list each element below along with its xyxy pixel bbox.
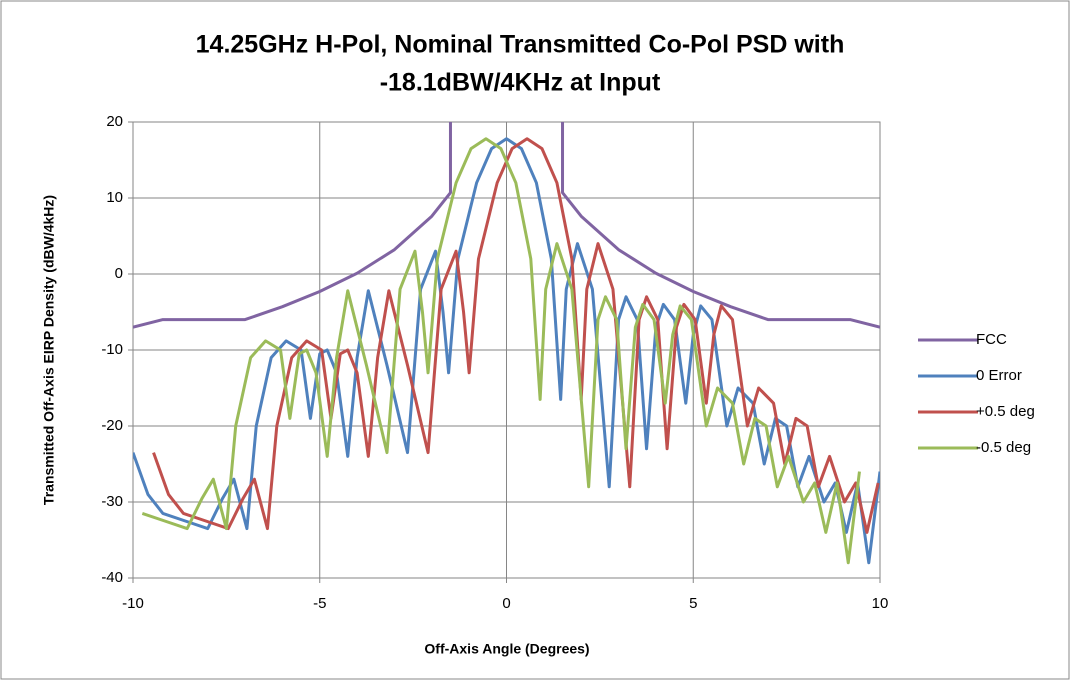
legend-label: -0.5 deg [976,439,1031,456]
legend-label: +0.5 deg [976,403,1035,420]
y-tick-label: 20 [106,113,123,130]
x-tick-label: 5 [689,595,697,612]
x-axis-label: Off-Axis Angle (Degrees) [424,641,589,657]
y-tick-label: -10 [101,341,123,358]
y-tick-label: 10 [106,189,123,206]
chart-title: 14.25GHz H-Pol, Nominal Transmitted Co-P… [196,31,845,59]
x-tick-label: 0 [502,595,510,612]
chart-title: -18.1dBW/4KHz at Input [380,69,661,97]
y-tick-label: 0 [115,265,123,282]
y-tick-label: -40 [101,569,123,586]
legend-label: 0 Error [976,367,1022,384]
series-line [133,137,880,565]
legend-label: FCC [976,331,1007,348]
x-tick-label: -5 [313,595,326,612]
series-line [133,122,880,329]
series-line [141,137,861,565]
y-tick-label: -30 [101,493,123,510]
x-tick-label: 10 [872,595,889,612]
y-tick-label: -20 [101,417,123,434]
series-line [152,137,880,534]
y-axis-label: Transmitted Off-Axis EIRP Density (dBW/4… [41,195,57,505]
x-tick-label: -10 [122,595,144,612]
